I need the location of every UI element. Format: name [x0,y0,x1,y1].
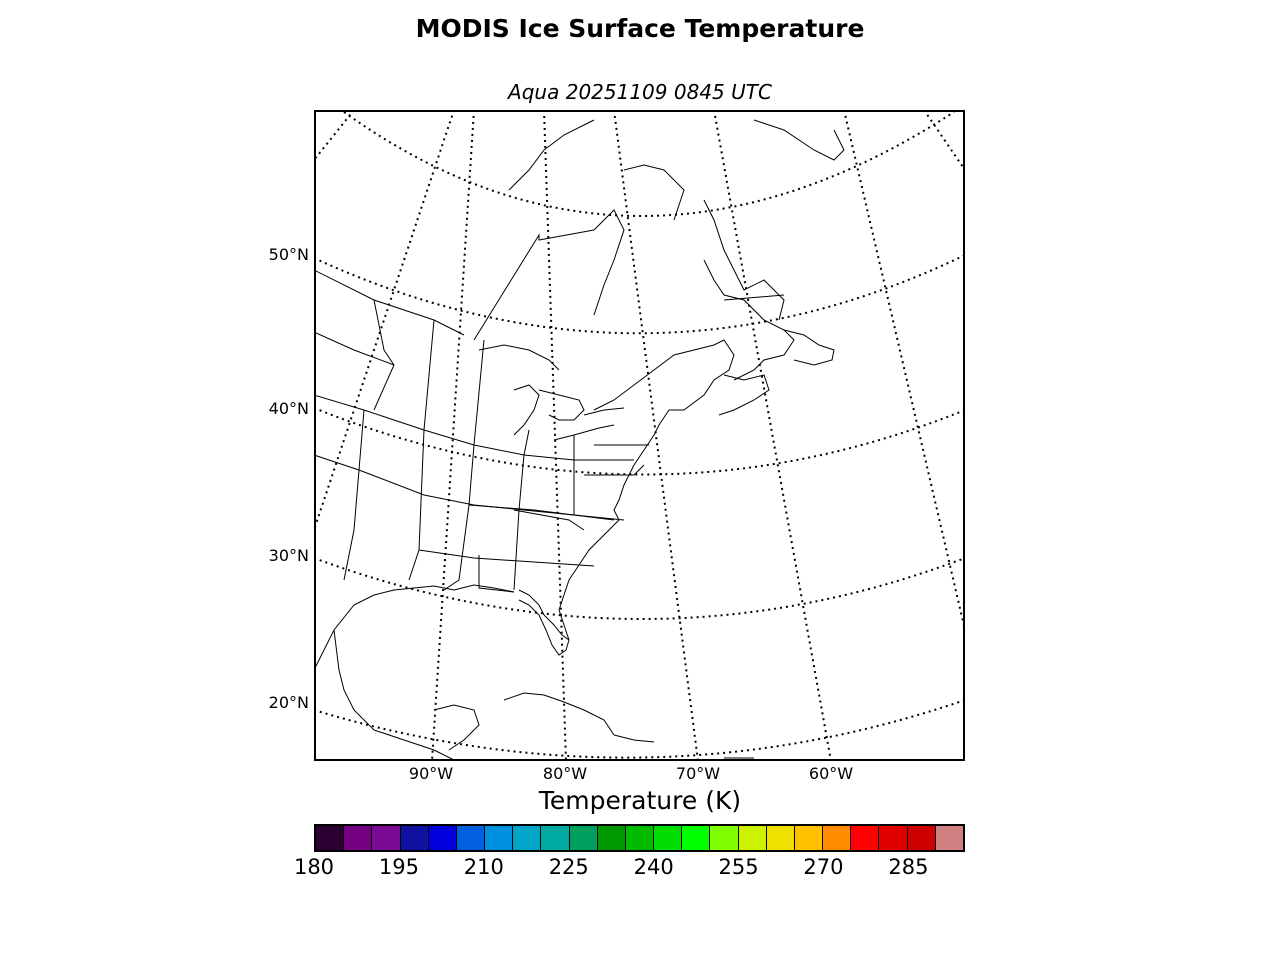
colorbar-segment [372,826,401,850]
longitude-line-50w [843,112,963,626]
colorbar-segment [400,826,429,850]
colorbar-segment [513,826,542,850]
colorbar-segment [541,826,570,850]
chart-title: MODIS Ice Surface Temperature [415,14,865,43]
colorbar-segment [316,826,345,850]
coastlines-and-borders [316,119,845,759]
chart-subtitle: Aqua 20251109 0845 UTC [508,80,772,104]
colorbar-segment [569,826,598,850]
lat-label-40n: 40°N [268,399,309,418]
colorbar-tick-label: 240 [633,855,674,879]
colorbar-tick-label: 180 [293,855,335,879]
longitude-line-90w [431,112,475,759]
latitude-line-60n [343,112,955,217]
lon-label-60w: 60°W [808,764,854,783]
colorbar-segment [851,826,880,850]
colorbar-segment [823,826,852,850]
lat-label-20n: 20°N [268,693,309,712]
latitude-line-50n [316,254,963,335]
longitude-line-110w [316,112,354,160]
colorbar-segment [794,826,824,850]
colorbar-segment [344,826,373,850]
colorbar-segment [738,826,767,850]
lat-label-50n: 50°N [268,245,309,264]
longitude-line-40w [924,112,963,169]
latitude-line-20n [316,699,963,759]
lat-label-30n: 30°N [268,546,309,565]
colorbar-segment [766,826,795,850]
colorbar-tick-label: 210 [463,855,504,879]
map-panel [314,110,965,761]
colorbar-tick-label: 285 [888,855,929,879]
colorbar-segment [625,826,655,850]
colorbar-segment [879,826,908,850]
colorbar-segment [710,826,739,850]
colorbar-segment [485,826,514,850]
colorbar-segment [597,826,626,850]
longitude-line-70w [613,112,699,759]
map-svg [316,112,963,759]
colorbar-tick-label: 270 [803,855,844,879]
lon-label-80w: 80°W [542,764,588,783]
colorbar-segment [428,826,457,850]
colorbar-label: Temperature (K) [538,786,742,815]
colorbar-segment [935,826,963,850]
colorbar-tick-label: 195 [378,855,419,879]
colorbar-tick-label: 255 [718,855,759,879]
longitude-line-80w [543,112,567,759]
colorbar-segment [682,826,711,850]
longitude-line-100w [316,112,455,528]
graticule [316,112,963,759]
longitude-line-60w [713,112,832,759]
colorbar-segment [907,826,936,850]
colorbar-tick-label: 225 [548,855,589,879]
latitude-line-40n [316,407,963,476]
lon-label-70w: 70°W [675,764,721,783]
colorbar [314,824,965,852]
colorbar-segment [654,826,683,850]
lon-label-90w: 90°W [408,764,454,783]
colorbar-segment [456,826,486,850]
